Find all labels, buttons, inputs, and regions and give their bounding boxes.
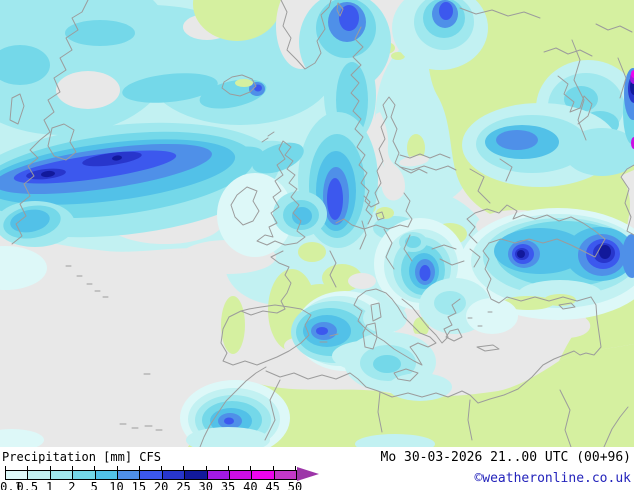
legend-label-0.1: 0.1 — [0, 480, 22, 490]
legend-label-10: 10 — [109, 480, 124, 490]
legend-label-0.5: 0.5 — [16, 480, 39, 490]
legend-label-40: 40 — [243, 480, 258, 490]
legend-label-25: 25 — [176, 480, 191, 490]
legend-tick — [49, 466, 51, 470]
legend-tick — [161, 466, 163, 470]
legend-tick — [116, 466, 118, 470]
legend-cell-25 — [184, 471, 207, 479]
legend-cell-5 — [94, 471, 117, 479]
legend-tick — [94, 466, 96, 470]
precip-wash-cyan — [0, 20, 267, 109]
legend-label-20: 20 — [153, 480, 169, 490]
central-russia-blob — [462, 103, 634, 187]
copyright-link[interactable]: ©weatheronline.co.uk — [474, 471, 631, 486]
legend-tick — [71, 466, 73, 470]
map-title: Precipitation [mm] CFS — [2, 450, 161, 464]
footer: Precipitation [mm] CFS Mo 30-03-2026 21.… — [0, 447, 634, 490]
legend-cell-20 — [161, 471, 185, 479]
legend-cell-0.1 — [6, 471, 28, 479]
legend-label-35: 35 — [220, 480, 236, 490]
legend-tick — [272, 466, 274, 470]
legend-tick — [27, 466, 29, 470]
legend-label-30: 30 — [198, 480, 213, 490]
legend-bar — [5, 470, 297, 480]
legend-cell-10 — [116, 471, 140, 479]
legend-label-15: 15 — [131, 480, 147, 490]
uk-blobs — [217, 142, 327, 257]
legend-tick — [5, 466, 6, 470]
coastlines — [9, 0, 634, 448]
legend-cell-35 — [228, 471, 252, 479]
legend-tick — [250, 466, 252, 470]
weather-map — [0, 0, 634, 456]
legend-tick — [295, 466, 296, 470]
legend-cell-40 — [251, 471, 274, 479]
legend-cell-30 — [206, 471, 229, 479]
legend-cell-0.5 — [27, 471, 50, 479]
forecast-datetime: Mo 30-03-2026 21..00 UTC (00+96) — [380, 450, 631, 465]
nw-russia-blob — [392, 0, 488, 70]
legend-tick — [183, 466, 185, 470]
legend-cell-45 — [273, 471, 297, 479]
legend-cell-1 — [49, 471, 73, 479]
legend-label-50: 50 — [287, 480, 303, 490]
legend-cell-15 — [139, 471, 162, 479]
legend-tick — [138, 466, 140, 470]
iceland-blob — [235, 79, 265, 96]
turkey-blobs — [460, 208, 634, 320]
legend-label-1: 1 — [45, 480, 54, 490]
right-edge-slivers — [623, 68, 634, 149]
legend-cell-2 — [72, 471, 95, 479]
legend-label-5: 5 — [90, 480, 98, 490]
legend-label-2: 2 — [68, 480, 76, 490]
legend-tick — [205, 466, 207, 470]
legend-tick — [228, 466, 230, 470]
map-area — [0, 0, 634, 456]
legend-overflow-arrow-icon — [297, 467, 319, 481]
legend-label-45: 45 — [265, 480, 280, 490]
